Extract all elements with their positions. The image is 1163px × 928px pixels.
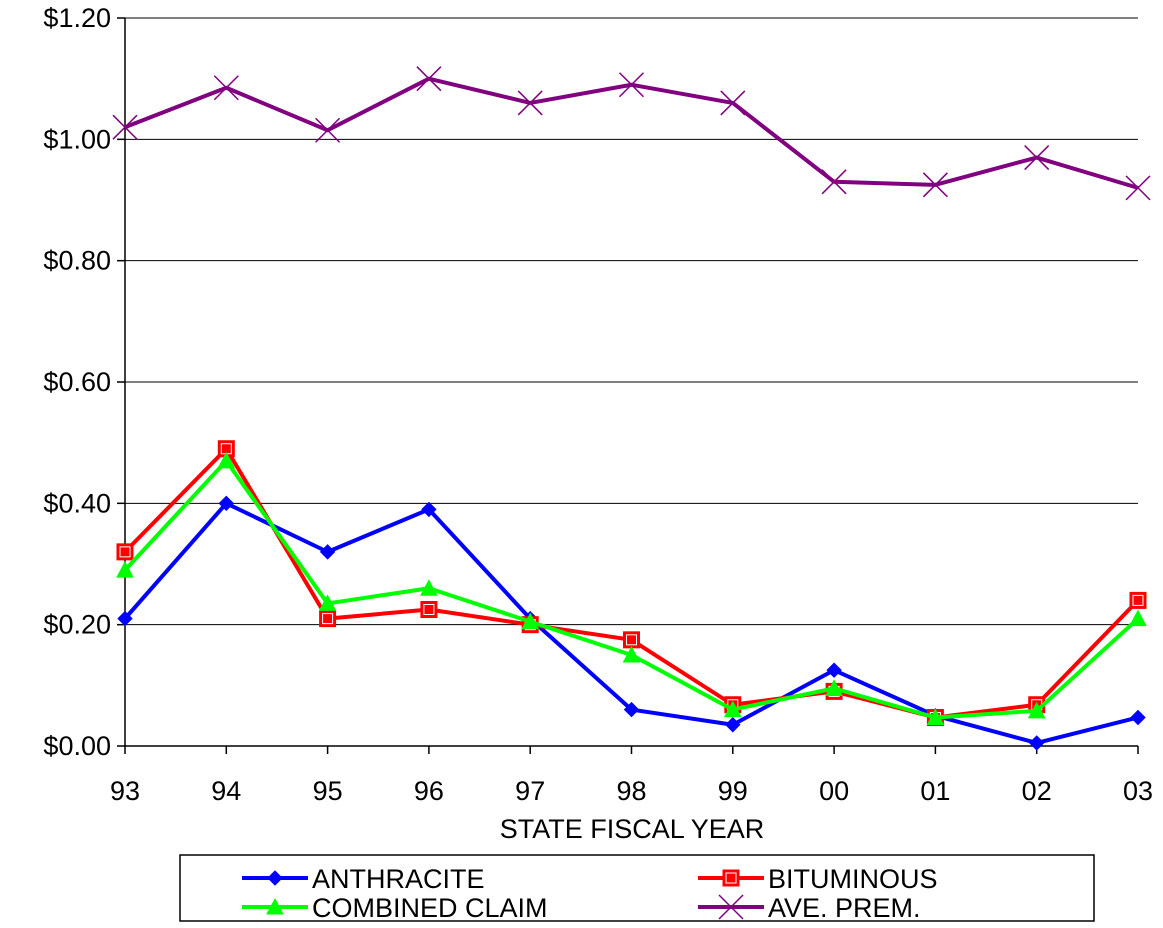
- series-bituminous: [116, 440, 1147, 726]
- data-point-x-stroke: [720, 90, 746, 116]
- data-point-triangle: [266, 897, 284, 915]
- x-tick-label: 94: [211, 776, 241, 806]
- legend: ANTHRACITE BITUMINOUS COMBINED CLAIM AVE. P…: [179, 854, 1095, 923]
- data-point-diamond: [725, 717, 741, 733]
- x-tick-label: 98: [616, 776, 646, 806]
- data-point-x-stroke: [315, 117, 341, 143]
- data-point-diamond: [623, 701, 640, 718]
- data-point-triangle: [318, 594, 337, 611]
- data-point-diamond: [117, 610, 133, 627]
- x-tick-label: 97: [515, 776, 545, 806]
- data-point-x-stroke: [1024, 145, 1050, 171]
- data-point-x-stroke: [416, 66, 442, 92]
- legend-item: BITUMINOUS: [698, 864, 938, 894]
- data-point-x-stroke: [112, 114, 138, 140]
- legend-label: ANTHRACITE: [312, 864, 485, 894]
- data-point-triangle: [521, 612, 540, 630]
- legend-box: [179, 854, 1095, 922]
- data-point-x: [213, 75, 239, 101]
- x-tick-labels: 93 94 95 96 97 98 99 00 01 02 03: [110, 776, 1153, 806]
- data-point-diamond: [1028, 735, 1045, 751]
- data-point-x: [821, 169, 847, 195]
- y-tick-labels: $0.00 $0.20 $0.40 $0.60 $0.80 $1.00 $1.20: [43, 3, 111, 761]
- data-point-x-stroke: [821, 169, 847, 195]
- data-point-square: [420, 601, 438, 618]
- data-point-x: [618, 72, 645, 98]
- data-point-x: [720, 90, 746, 116]
- data-point-x-stroke: [213, 75, 239, 101]
- legend-label: AVE. PREM.: [768, 893, 921, 923]
- x-tick-label: 96: [414, 776, 444, 806]
- data-point-x: [315, 117, 341, 143]
- x-tick-label: 93: [110, 776, 140, 806]
- y-tick-label: $0.20: [43, 610, 111, 640]
- data-point-x: [112, 114, 138, 140]
- gridlines: [125, 17, 1138, 626]
- data-point-triangle: [420, 579, 438, 596]
- data-point-x: [416, 66, 442, 92]
- y-tick-label: $0.40: [43, 488, 111, 518]
- data-point-triangle: [1129, 609, 1147, 627]
- data-point-triangle: [217, 451, 236, 469]
- data-point-triangle: [1027, 701, 1046, 719]
- data-point-triangle: [825, 679, 843, 696]
- x-tick-label: 95: [313, 776, 343, 806]
- data-point-square: [623, 631, 640, 649]
- data-point-triangle: [622, 645, 641, 663]
- x-tick-label: 03: [1123, 776, 1153, 806]
- data-point-x: [1024, 145, 1050, 171]
- x-tick-label: 02: [1022, 776, 1052, 806]
- y-tick-label: $1.20: [43, 3, 111, 33]
- x-tick-label: 00: [819, 776, 849, 806]
- series-line: [123, 446, 1140, 720]
- x-tick-label: 01: [920, 776, 950, 806]
- data-point-x-stroke: [922, 172, 948, 198]
- data-point-square-inner: [1132, 594, 1144, 606]
- data-point-square-inner: [725, 872, 737, 884]
- legend-item: COMBINED CLAIM: [242, 893, 548, 923]
- data-point-x-stroke: [718, 894, 744, 920]
- data-point-triangle: [116, 561, 134, 578]
- data-point-square: [722, 869, 740, 887]
- legend-item: AVE. PREM.: [698, 893, 921, 923]
- y-tick-label: $0.00: [43, 731, 111, 761]
- data-point-square: [116, 543, 134, 561]
- data-point-x: [1125, 175, 1151, 201]
- data-point-square-inner: [322, 613, 334, 625]
- data-point-square-inner: [626, 634, 637, 646]
- x-tick-label: 99: [718, 776, 748, 806]
- series-ave-prem: [112, 66, 1151, 201]
- data-point-x: [517, 90, 543, 116]
- data-point-diamond: [319, 544, 336, 560]
- series-line: [123, 458, 1140, 720]
- data-point-x-stroke: [1125, 175, 1151, 201]
- data-point-square: [319, 610, 337, 628]
- x-axis-title: STATE FISCAL YEAR: [500, 814, 765, 844]
- data-point-diamond: [421, 501, 437, 518]
- data-point-diamond: [267, 870, 283, 886]
- y-tick-label: $0.60: [43, 367, 111, 397]
- data-point-triangle: [926, 708, 945, 725]
- y-tick-label: $1.00: [43, 124, 111, 154]
- data-point-x-stroke: [517, 90, 543, 116]
- series-lines: [112, 66, 1151, 751]
- series-line: [124, 76, 1139, 190]
- data-point-triangle: [723, 700, 742, 718]
- legend-label: BITUMINOUS: [768, 864, 938, 894]
- data-point-diamond: [1130, 709, 1146, 726]
- data-point-x: [718, 894, 744, 920]
- series-combined-claim: [116, 451, 1147, 725]
- data-point-square-inner: [119, 546, 131, 558]
- data-point-diamond: [826, 662, 842, 678]
- data-point-diamond: [218, 495, 235, 512]
- legend-label: COMBINED CLAIM: [312, 893, 548, 923]
- data-point-square-inner: [423, 604, 435, 615]
- data-point-x-stroke: [618, 72, 645, 98]
- data-point-square: [1129, 591, 1147, 609]
- y-tick-label: $0.80: [43, 246, 111, 276]
- data-point-x: [922, 172, 948, 198]
- legend-item: ANTHRACITE: [242, 864, 485, 894]
